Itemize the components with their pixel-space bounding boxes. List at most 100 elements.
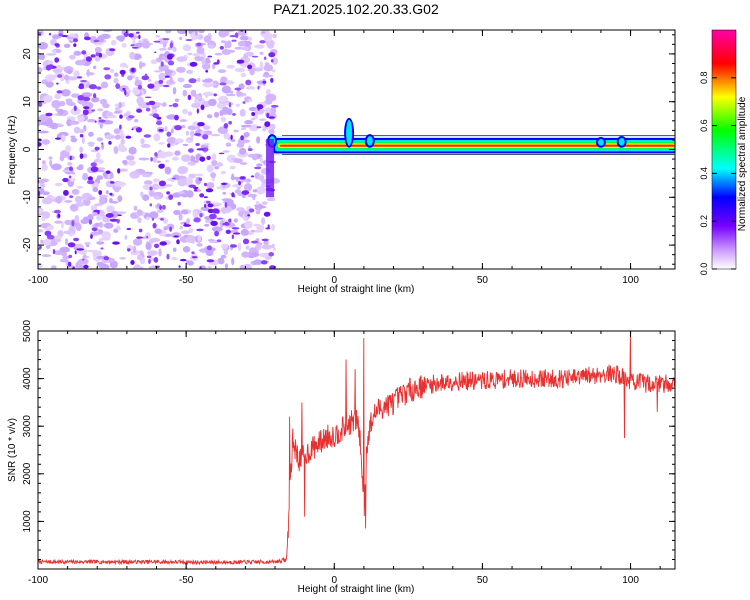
noise-blob <box>254 44 265 49</box>
noise-blob <box>130 260 135 265</box>
noise-blob <box>67 162 73 166</box>
noise-blob <box>117 168 121 174</box>
noise-blob <box>189 61 198 67</box>
noise-blob <box>185 39 193 41</box>
noise-blob <box>73 38 78 43</box>
noise-blob <box>213 262 218 266</box>
noise-blob <box>60 89 71 97</box>
noise-blob <box>104 222 114 229</box>
noise-blob <box>218 95 229 103</box>
noise-blob <box>96 215 102 221</box>
noise-blob <box>234 67 246 73</box>
noise-blob <box>86 69 90 77</box>
noise-blob <box>230 134 233 140</box>
noise-blob <box>220 116 227 122</box>
noise-blob <box>198 30 205 34</box>
noise-blob <box>159 241 167 246</box>
noise-blob <box>101 142 104 145</box>
noise-blob <box>65 145 72 153</box>
noise-blob <box>87 141 95 146</box>
noise-blob <box>73 126 81 134</box>
noise-blob <box>226 64 235 69</box>
bottom-x-tick-label: 100 <box>622 575 639 586</box>
noise-blob <box>64 219 72 225</box>
noise-blob <box>45 81 54 88</box>
noise-blob <box>153 133 161 142</box>
noise-blob <box>151 217 154 221</box>
noise-blob <box>81 50 87 55</box>
noise-blob <box>91 96 100 103</box>
noise-blob <box>233 129 239 133</box>
noise-blob <box>164 69 172 77</box>
noise-blob <box>165 30 171 34</box>
noise-blob <box>160 61 164 67</box>
noise-blob <box>181 230 191 235</box>
noise-blob <box>221 243 229 249</box>
noise-blob <box>233 218 238 223</box>
noise-blob <box>263 211 271 217</box>
noise-blob <box>195 143 200 146</box>
noise-blob <box>261 31 266 34</box>
noise-blob <box>161 163 165 168</box>
noise-blob <box>172 247 177 253</box>
noise-blob <box>234 87 242 91</box>
noise-blob <box>154 265 160 268</box>
noise-blob <box>127 160 136 166</box>
noise-blob <box>166 136 177 144</box>
noise-blob <box>207 55 213 58</box>
noise-blob <box>116 227 121 230</box>
noise-blob <box>232 113 236 116</box>
noise-blob <box>231 192 235 198</box>
noise-blob <box>46 225 55 230</box>
noise-blob <box>192 121 200 127</box>
noise-blob <box>202 82 214 88</box>
noise-blob <box>62 177 69 183</box>
noise-blob <box>57 213 61 218</box>
noise-blob <box>138 228 143 233</box>
noise-blob <box>142 40 147 47</box>
noise-blob <box>90 166 99 172</box>
noise-blob <box>203 196 208 199</box>
noise-blob <box>219 82 227 86</box>
top-y-axis-label: Frequency (Hz) <box>7 116 18 185</box>
noise-blob <box>240 46 250 51</box>
noise-blob <box>117 195 123 203</box>
noise-blob <box>204 92 209 99</box>
noise-blob <box>66 98 73 106</box>
noise-blob <box>269 265 276 269</box>
noise-blob <box>265 227 271 230</box>
noise-blob <box>212 63 216 70</box>
noise-blob <box>218 152 225 155</box>
noise-blob <box>205 249 214 257</box>
noise-blob <box>241 190 250 195</box>
noise-blob <box>138 34 141 40</box>
noise-blob <box>231 227 240 230</box>
noise-blob <box>133 205 138 211</box>
noise-blob <box>241 127 246 130</box>
noise-blob <box>105 213 114 218</box>
noise-blob <box>90 231 100 236</box>
noise-blob <box>166 233 171 237</box>
noise-blob <box>257 85 260 90</box>
noise-blob <box>169 226 173 232</box>
noise-blob <box>247 64 253 70</box>
noise-blob <box>108 141 112 145</box>
noise-blob <box>86 244 90 248</box>
noise-blob <box>162 38 170 41</box>
noise-blob <box>62 169 72 173</box>
noise-blob <box>224 202 228 208</box>
noise-blob <box>122 87 126 91</box>
noise-blob <box>98 119 106 123</box>
noise-blob <box>140 138 145 145</box>
noise-blob <box>151 183 160 190</box>
noise-blob <box>179 225 183 230</box>
noise-blob <box>206 245 212 251</box>
noise-blob <box>63 230 72 235</box>
noise-blob <box>72 172 76 175</box>
noise-blob <box>69 166 73 171</box>
noise-blob <box>162 41 167 48</box>
noise-blob <box>233 158 243 164</box>
noise-blob <box>237 242 242 251</box>
noise-blob <box>164 75 170 78</box>
noise-blob <box>243 132 250 138</box>
